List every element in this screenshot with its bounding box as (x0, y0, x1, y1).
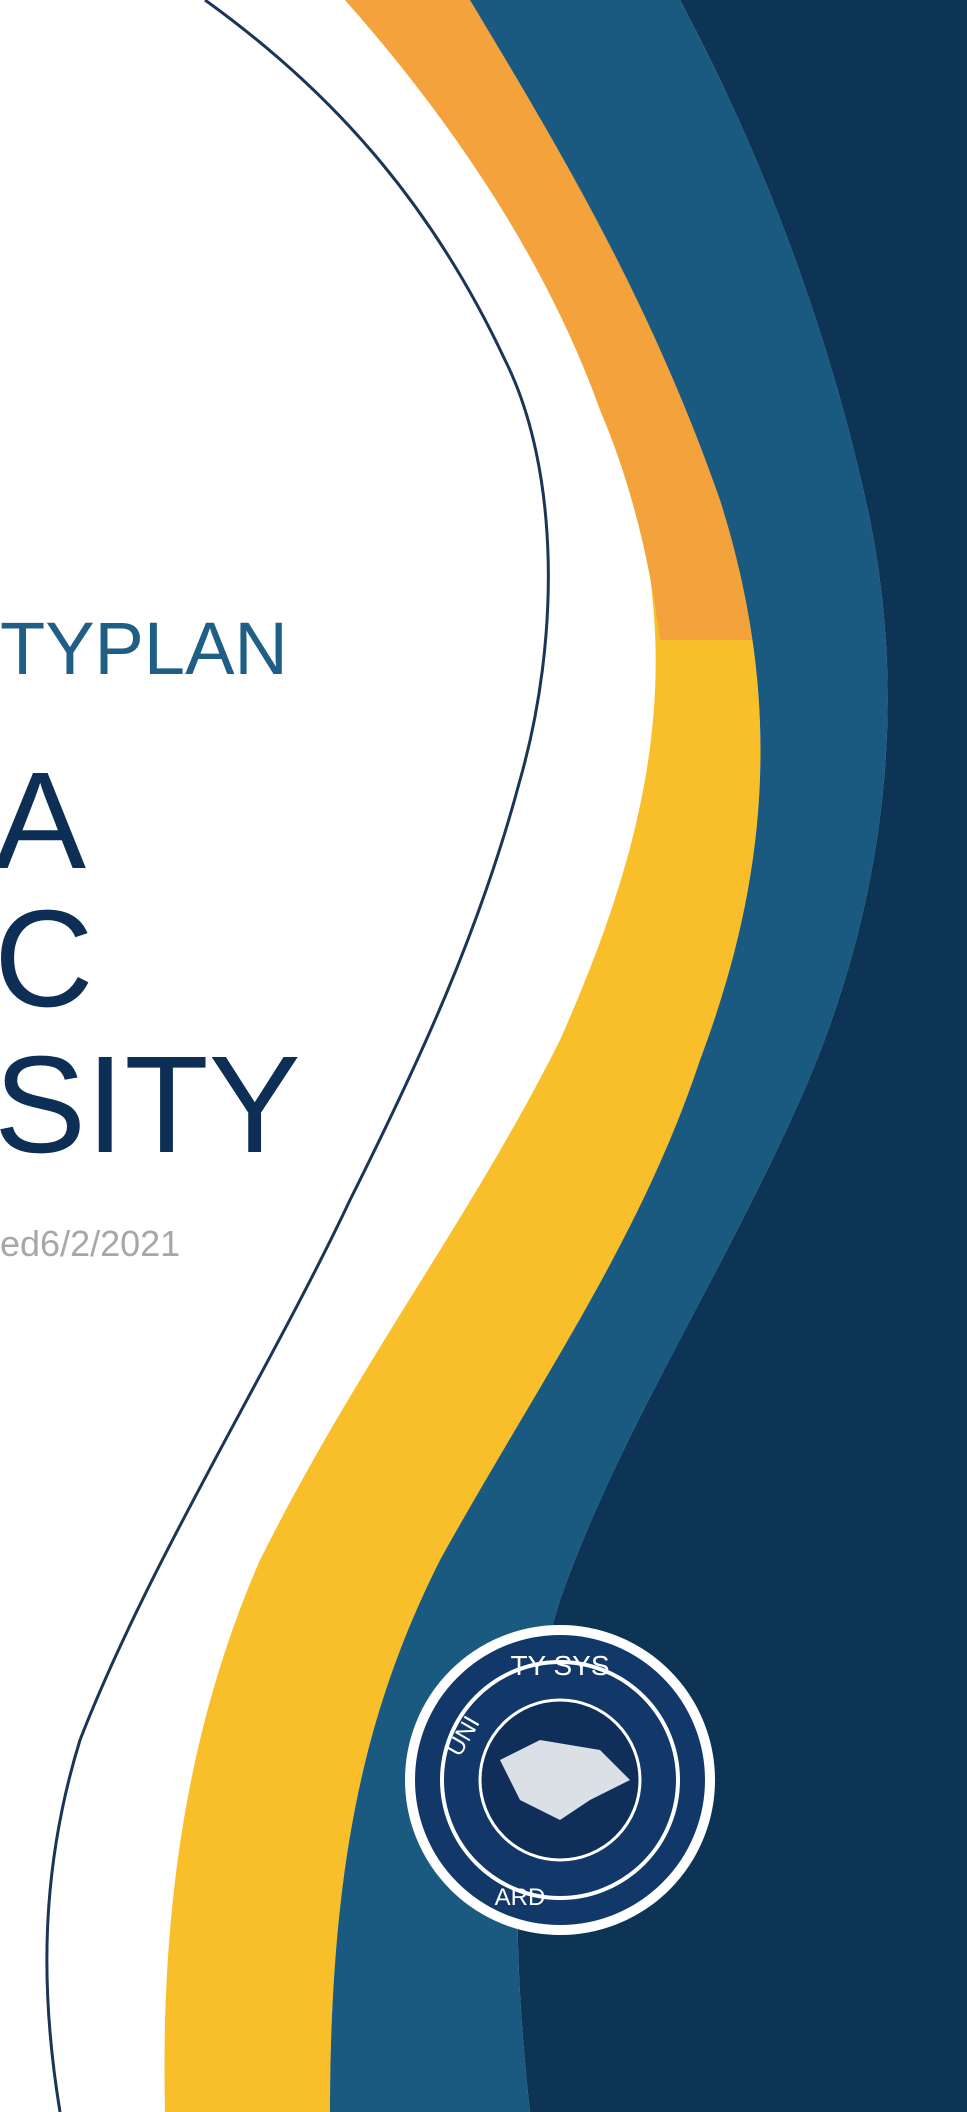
updated-date: ed6/2/2021 (0, 1223, 181, 1264)
outline-curve (45, 0, 550, 2112)
seal-text-bottom: ARD (495, 1884, 546, 1911)
university-seal: TY SYS UNI ARD (405, 1625, 715, 1935)
title-line-1: A (0, 744, 87, 898)
teal-band (330, 0, 888, 2112)
title-line-3: SITY (0, 1028, 301, 1182)
gold-band (164, 0, 761, 2112)
navy-band (517, 0, 967, 2112)
plan-subtitle: TYPLAN (0, 607, 288, 690)
seal-text-top: TY SYS (510, 1650, 609, 1681)
orange-band (345, 0, 755, 640)
title-line-2: C (0, 882, 94, 1036)
